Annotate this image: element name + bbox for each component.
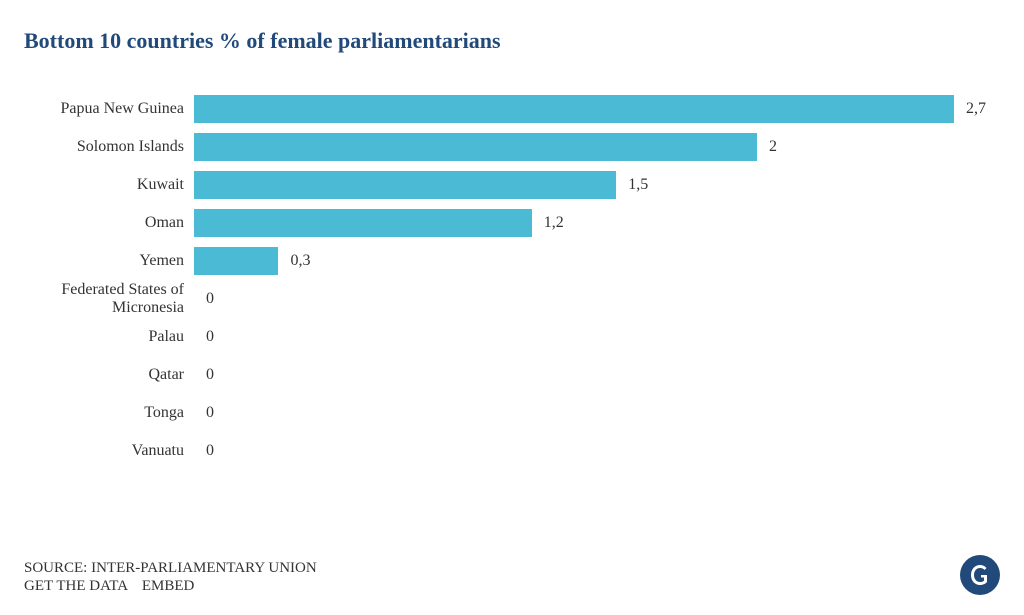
chart-row: Yemen 0,3 bbox=[24, 242, 1000, 280]
bar-zone: 1,5 bbox=[194, 166, 1000, 204]
value-label: 2,7 bbox=[966, 100, 986, 118]
value-label: 0 bbox=[206, 404, 214, 422]
chart-row: Palau 0 bbox=[24, 318, 1000, 356]
value-label: 0 bbox=[206, 328, 214, 346]
bar bbox=[194, 171, 616, 199]
value-label: 1,5 bbox=[628, 176, 648, 194]
bar-zone: 0 bbox=[194, 318, 1000, 356]
chart-row: Solomon Islands 2 bbox=[24, 128, 1000, 166]
chart-row: Kuwait 1,5 bbox=[24, 166, 1000, 204]
category-label: Papua New Guinea bbox=[24, 100, 194, 118]
bar bbox=[194, 209, 532, 237]
category-label: Yemen bbox=[24, 252, 194, 270]
bar-zone: 0 bbox=[194, 356, 1000, 394]
footer-links: GET THE DATA EMBED bbox=[24, 578, 1000, 595]
chart-row: Tonga 0 bbox=[24, 394, 1000, 432]
get-data-link[interactable]: GET THE DATA bbox=[24, 578, 128, 594]
value-label: 0 bbox=[206, 366, 214, 384]
category-label: Federated States of Micronesia bbox=[24, 281, 194, 316]
category-label: Oman bbox=[24, 214, 194, 232]
chart-row: Federated States of Micronesia 0 bbox=[24, 280, 1000, 318]
chart-title: Bottom 10 countries % of female parliame… bbox=[24, 28, 1000, 54]
bar-zone: 1,2 bbox=[194, 204, 1000, 242]
category-label: Palau bbox=[24, 328, 194, 346]
embed-link[interactable]: EMBED bbox=[142, 578, 195, 594]
chart-row: Qatar 0 bbox=[24, 356, 1000, 394]
chart-row: Vanuatu 0 bbox=[24, 432, 1000, 470]
bar-zone: 2 bbox=[194, 128, 1000, 166]
value-label: 0 bbox=[206, 442, 214, 460]
value-label: 2 bbox=[769, 138, 777, 156]
guardian-logo-icon bbox=[960, 555, 1000, 595]
chart-row: Oman 1,2 bbox=[24, 204, 1000, 242]
bar-chart: Papua New Guinea 2,7 Solomon Islands 2 Kuwai… bbox=[24, 90, 1000, 470]
bar-zone: 0 bbox=[194, 280, 1000, 318]
footer: SOURCE: INTER-PARLIAMENTARY UNION GET TH… bbox=[24, 558, 1000, 595]
category-label: Solomon Islands bbox=[24, 138, 194, 156]
source-text: SOURCE: INTER-PARLIAMENTARY UNION bbox=[24, 558, 1000, 578]
value-label: 1,2 bbox=[544, 214, 564, 232]
value-label: 0 bbox=[206, 290, 214, 308]
bar bbox=[194, 133, 757, 161]
bar-zone: 0,3 bbox=[194, 242, 1000, 280]
bar-zone: 0 bbox=[194, 432, 1000, 470]
category-label: Qatar bbox=[24, 366, 194, 384]
category-label: Vanuatu bbox=[24, 442, 194, 460]
bar bbox=[194, 95, 954, 123]
category-label: Kuwait bbox=[24, 176, 194, 194]
category-label: Tonga bbox=[24, 404, 194, 422]
bar-zone: 0 bbox=[194, 394, 1000, 432]
bar-zone: 2,7 bbox=[194, 90, 1000, 128]
chart-row: Papua New Guinea 2,7 bbox=[24, 90, 1000, 128]
bar bbox=[194, 247, 278, 275]
value-label: 0,3 bbox=[290, 252, 310, 270]
